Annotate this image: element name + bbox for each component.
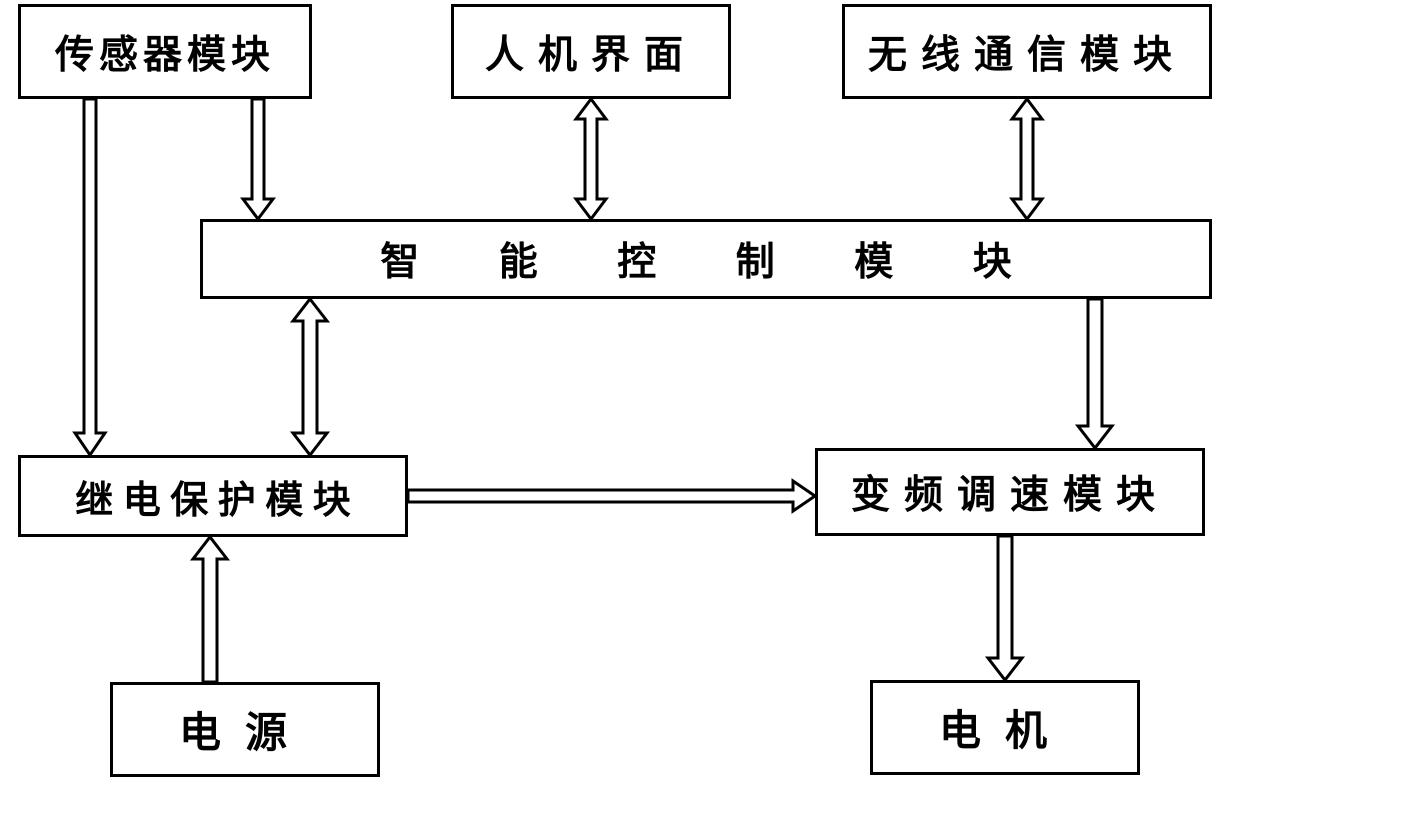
node-power: 电源 <box>110 682 380 777</box>
edge-controller_to_vfd <box>1076 297 1114 450</box>
node-label-hmi: 人机界面 <box>485 24 697 80</box>
node-hmi: 人机界面 <box>451 4 731 99</box>
node-label-vfd: 变频调速模块 <box>851 464 1169 520</box>
node-label-controller: 智 能 控 制 模 块 <box>380 231 1032 287</box>
node-wireless: 无线通信模块 <box>842 4 1212 99</box>
edge-power_to_relay <box>191 535 229 684</box>
edge-wireless_to_controller <box>1010 97 1044 221</box>
node-label-motor: 电机 <box>939 697 1071 758</box>
edge-sensor_to_relay <box>73 97 107 457</box>
node-label-wireless: 无线通信模块 <box>868 24 1186 80</box>
edge-sensor_to_controller <box>241 97 275 221</box>
edge-hmi_to_controller <box>574 97 608 221</box>
node-motor: 电机 <box>870 680 1140 775</box>
edge-relay_to_vfd <box>406 479 817 513</box>
node-label-sensor: 传感器模块 <box>55 24 275 80</box>
node-controller: 智 能 控 制 模 块 <box>200 219 1212 299</box>
edge-relay_to_controller <box>291 297 329 457</box>
node-label-relay: 继 电 保 护 模 块 <box>75 469 351 524</box>
node-sensor: 传感器模块 <box>18 4 312 99</box>
node-relay: 继 电 保 护 模 块 <box>18 455 408 537</box>
node-vfd: 变频调速模块 <box>815 448 1205 536</box>
edge-vfd_to_motor <box>986 534 1024 682</box>
node-label-power: 电源 <box>179 699 311 760</box>
diagram-canvas: 传感器模块 人机界面 无线通信模块智 能 控 制 模 块继 电 保 护 模 块 变频调… <box>0 0 1403 833</box>
